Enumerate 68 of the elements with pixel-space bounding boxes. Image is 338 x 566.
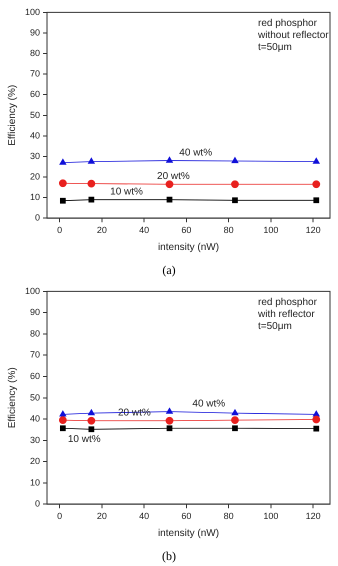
y-tick-label: 80	[30, 48, 40, 58]
y-tick-label: 70	[30, 350, 40, 360]
point	[60, 198, 66, 204]
point	[313, 197, 320, 204]
x-tick-label: 20	[96, 511, 107, 522]
series-label: 20 wt%	[157, 171, 190, 182]
point	[59, 158, 66, 165]
y-tick-label: 10	[30, 192, 40, 202]
point	[166, 196, 172, 203]
y-tick-label: 60	[30, 89, 40, 100]
series-label: 40 wt%	[179, 147, 212, 158]
annotation: red phosphor	[258, 297, 318, 308]
text: (b)	[161, 548, 177, 565]
point	[58, 179, 67, 188]
x-tick-label: 80	[224, 511, 234, 522]
y-tick-label: 40	[30, 414, 40, 424]
x-axis-title: intensity (nW)	[158, 528, 220, 539]
annotation: without reflector	[257, 30, 330, 42]
y-axis-title: Efficiency (%)	[6, 84, 18, 146]
y-tick-label: 90	[30, 27, 40, 38]
annotation: with reflector	[257, 309, 316, 320]
series-label: 10 wt%	[68, 434, 101, 445]
point	[166, 156, 173, 163]
x-tick-label: 80	[224, 225, 234, 236]
text: (a)	[161, 262, 177, 279]
y-axis-title: Efficiency (%)	[6, 367, 18, 428]
y-tick-label: 20	[30, 172, 40, 182]
x-tick-label: 60	[181, 225, 192, 236]
y-tick-label: 0	[35, 498, 40, 509]
y-tick-label: 50	[30, 110, 40, 120]
y-tick-label: 30	[30, 434, 40, 445]
annotation: t=50μm	[258, 321, 292, 332]
x-tick-label: 0	[57, 511, 62, 522]
point	[231, 180, 239, 188]
point	[88, 196, 94, 203]
point	[232, 157, 238, 164]
y-tick-label: 40	[30, 130, 40, 140]
point	[87, 180, 96, 188]
x-tick-label: 100	[263, 511, 278, 522]
series-label: 10 wt%	[110, 186, 144, 198]
y-tick-label: 90	[30, 307, 40, 318]
y-tick-label: 60	[30, 371, 40, 382]
x-axis-title: intensity (nW)	[158, 242, 220, 253]
y-tick-label: 50	[30, 392, 40, 402]
point	[312, 180, 320, 188]
y-tick-label: 80	[30, 328, 40, 338]
point	[312, 158, 320, 164]
x-tick-label: 40	[139, 511, 150, 522]
y-tick-label: 100	[24, 6, 40, 17]
series-label: 40 wt%	[192, 398, 226, 410]
y-tick-label: 70	[30, 68, 40, 79]
y-tick-label: 10	[30, 477, 40, 488]
annotation: t=50μm	[258, 42, 292, 54]
point	[88, 158, 95, 164]
y-tick-label: 0	[35, 212, 40, 223]
x-tick-label: 20	[96, 225, 107, 236]
y-tick-label: 20	[30, 456, 40, 466]
y-tick-label: 30	[30, 150, 40, 161]
x-tick-label: 0	[57, 225, 62, 236]
x-tick-label: 60	[181, 511, 192, 522]
x-tick-label: 120	[306, 511, 321, 522]
annotation: red phosphor	[258, 18, 318, 30]
y-tick-label: 100	[24, 286, 40, 296]
x-tick-label: 120	[306, 225, 321, 236]
x-tick-label: 100	[263, 225, 278, 236]
point	[166, 180, 174, 188]
x-tick-label: 40	[139, 225, 150, 236]
point	[232, 197, 238, 204]
